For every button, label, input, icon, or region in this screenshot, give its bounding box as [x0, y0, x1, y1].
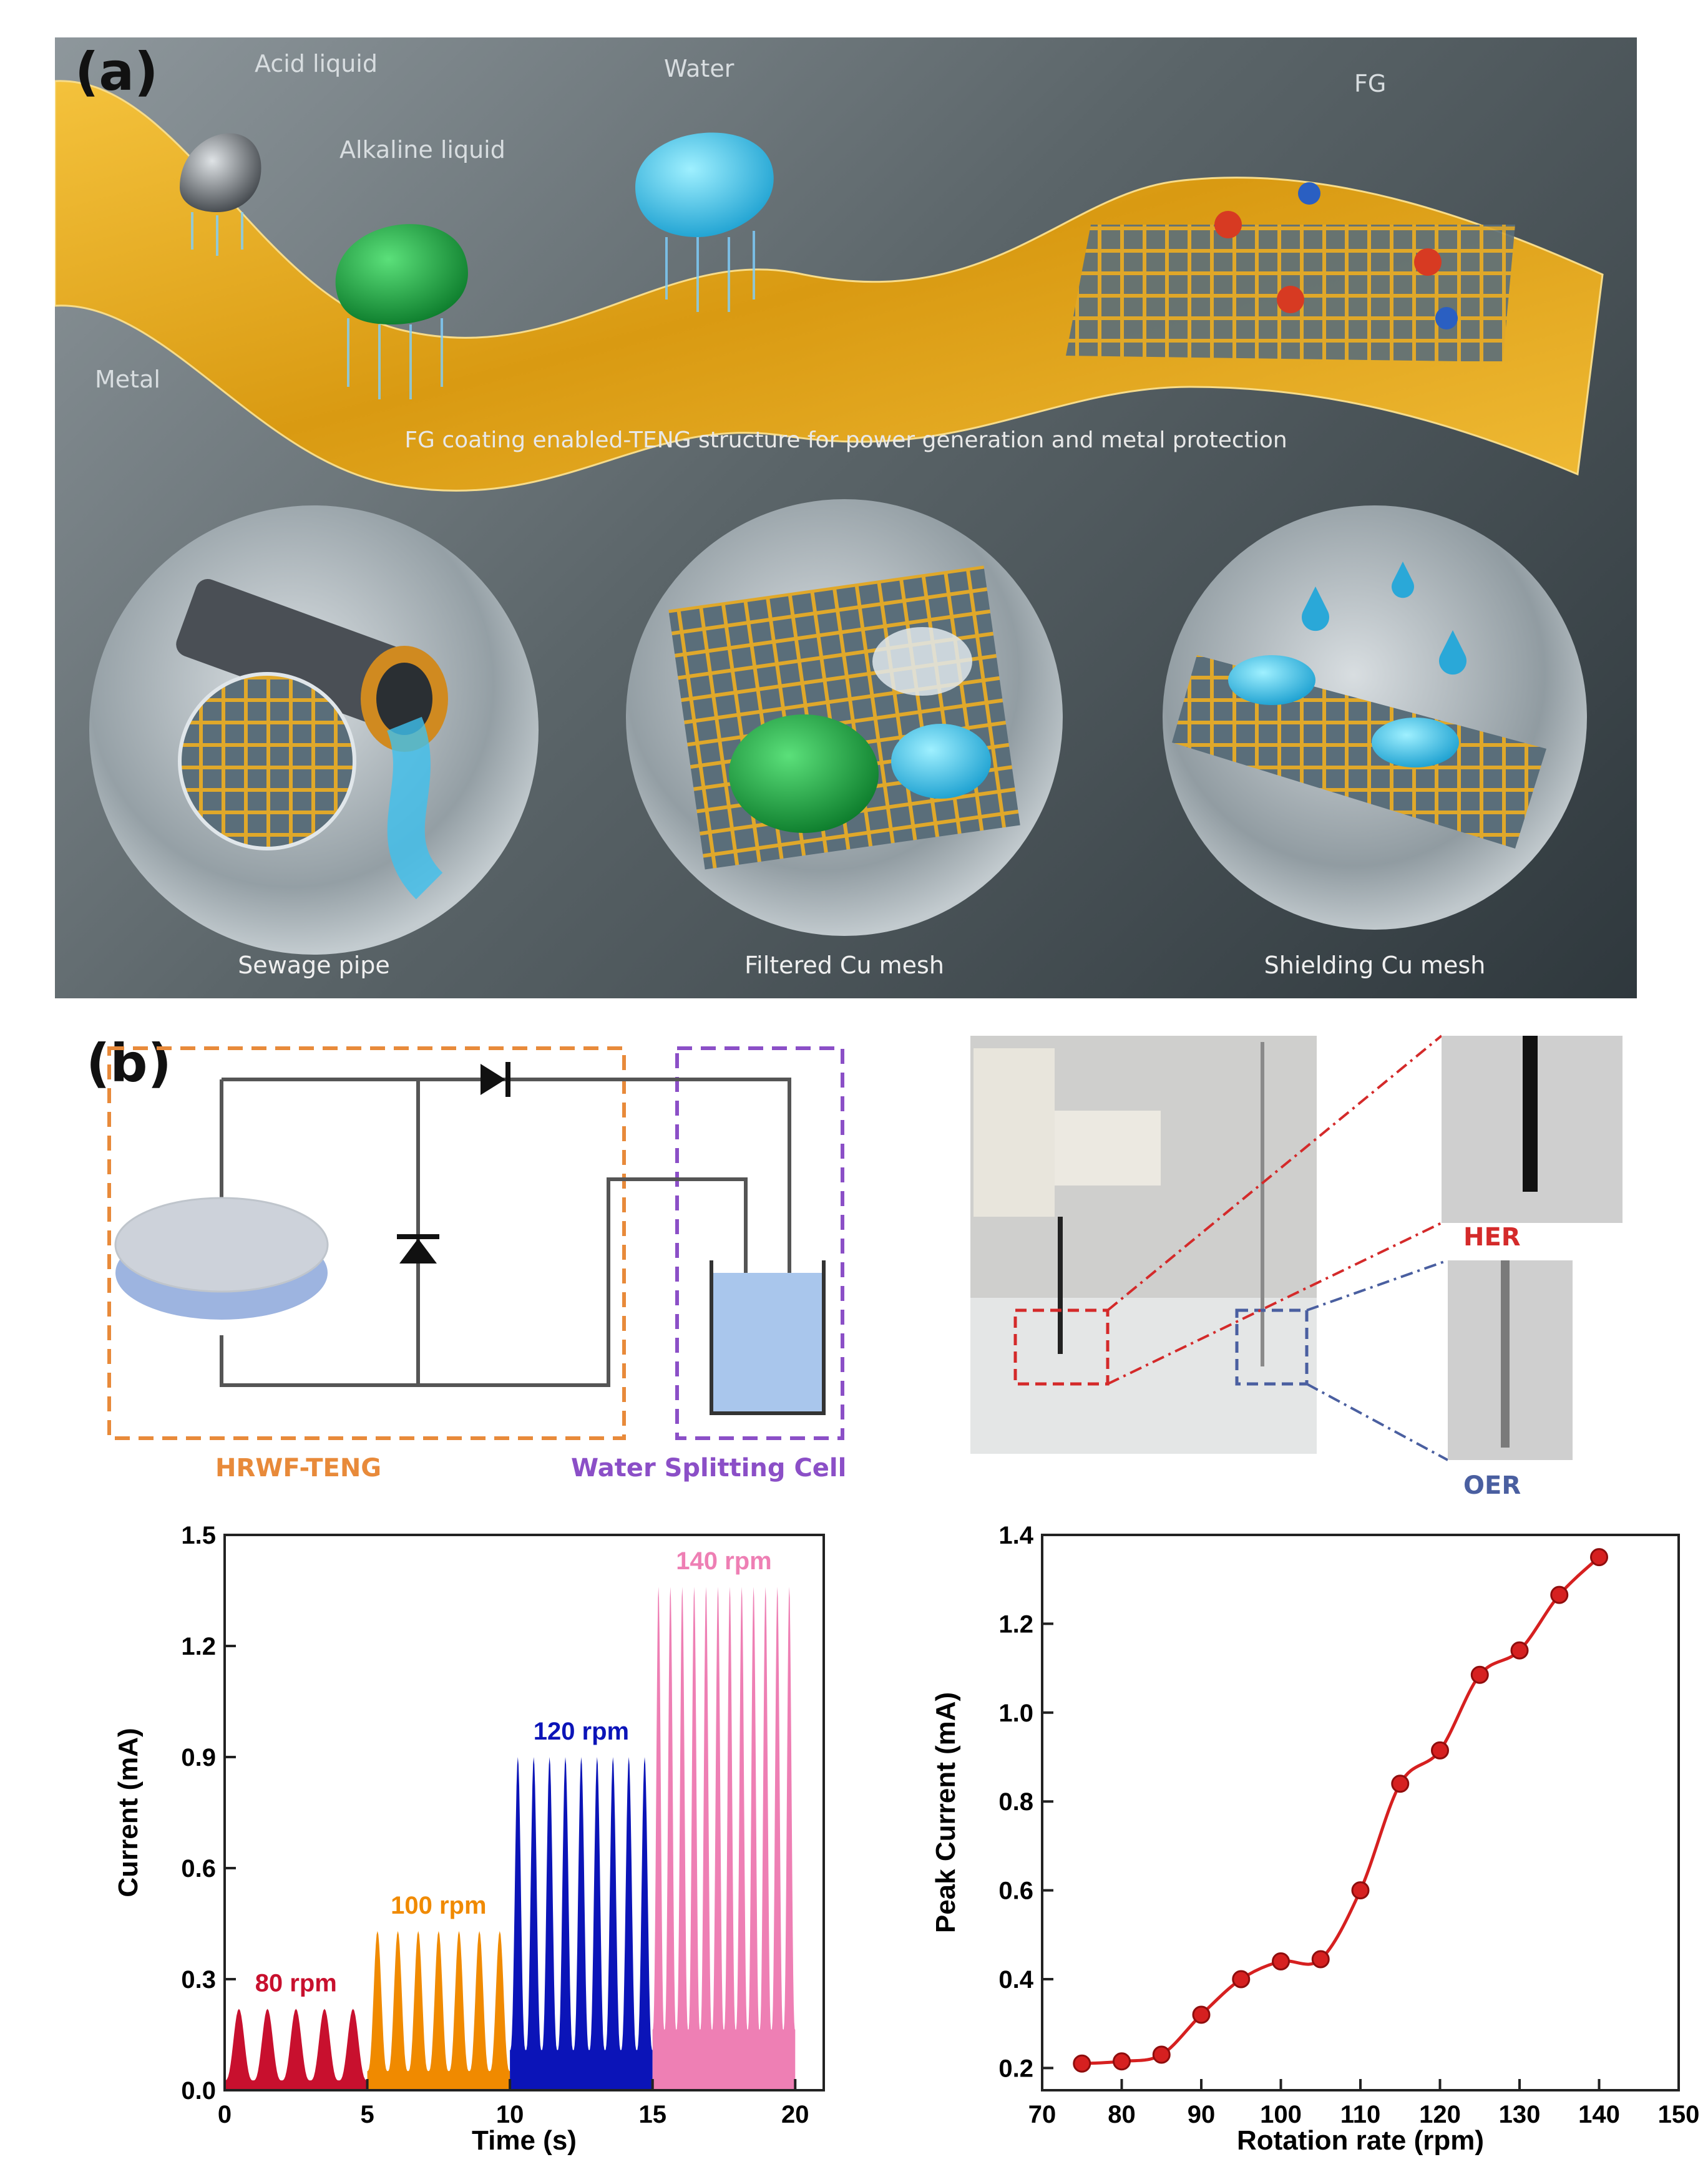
chart2-xtick-label: 150 — [1658, 2101, 1700, 2128]
metal-sheet — [55, 80, 1604, 492]
current-area-100-rpm — [367, 1931, 510, 2090]
chart1-ytick-label: 1.5 — [181, 1522, 216, 1549]
chart2-xtick-label: 110 — [1340, 2101, 1381, 2128]
current-time-chart: 0.0 0.3 0.6 0.9 1.2 1.5 0 5 10 15 20 Time (s) Cur… — [113, 1522, 825, 2156]
peak-current-point — [1311, 1950, 1330, 1969]
chart1-xtick-label: 0 — [218, 2101, 232, 2128]
diode-top — [481, 1064, 505, 1095]
panel-a-label: (a) — [75, 41, 159, 102]
chart2-xtick-label: 70 — [1028, 2101, 1057, 2128]
chart1-ytick-label: 0.9 — [181, 1744, 216, 1771]
callout-alkaline-liquid: Alkaline liquid — [339, 136, 505, 163]
water-droplet — [635, 132, 774, 237]
peak-current-line — [1081, 1556, 1601, 2065]
panel-b-schematic — [107, 1035, 1623, 1461]
cell-dashed-box — [675, 1046, 844, 1440]
chart2-xtick-label: 140 — [1578, 2101, 1620, 2128]
peak-current-point — [1232, 1970, 1251, 1989]
current-area-80-rpm — [225, 2008, 368, 2090]
peak-current-point — [1192, 2005, 1211, 2024]
callout-water: Water — [664, 55, 734, 82]
chart2-ytick-label: 0.6 — [998, 1877, 1033, 1905]
beaker-solution — [711, 1273, 824, 1413]
series-label-140-rpm: 140 rpm — [676, 1547, 771, 1575]
panel-b-label: (b) — [86, 1033, 172, 1094]
peak-current-point — [1391, 1775, 1410, 1793]
current-area-120-rpm — [510, 1757, 653, 2090]
chart2-ytick-label: 0.4 — [998, 1966, 1033, 1994]
series-label-100-rpm: 100 rpm — [391, 1892, 486, 1919]
bubble-caption-filtered-mesh: Filtered Cu mesh — [744, 952, 944, 979]
circuit-wires — [220, 1078, 791, 1387]
chart1-ytick-label: 0.6 — [181, 1855, 216, 1882]
panel-a-illustration: (a) Acid liquid Alkaline liquid Water FG… — [55, 37, 1637, 998]
peak-current-point — [1550, 1585, 1569, 1604]
diode-middle — [399, 1239, 437, 1264]
panel-a-caption: FG coating enabled-TENG structure for po… — [404, 427, 1287, 453]
callout-fg: FG — [1354, 70, 1387, 97]
bubble-caption-sewage-pipe: Sewage pipe — [238, 952, 390, 979]
her-label: HER — [1463, 1223, 1521, 1252]
chart2-ytick-label: 1.2 — [998, 1610, 1033, 1638]
chart1-xtick-label: 10 — [496, 2101, 524, 2128]
chart1-ylabel: Current (mA) — [113, 1728, 144, 1897]
callout-acid-liquid: Acid liquid — [255, 50, 378, 77]
chart2-xtick-label: 130 — [1499, 2101, 1541, 2128]
chart1-ytick-label: 0.3 — [181, 1966, 216, 1994]
peak-current-point — [1470, 1665, 1489, 1684]
chart1-xtick-label: 5 — [360, 2101, 374, 2128]
chart2-ytick-label: 1.0 — [998, 1700, 1033, 1727]
chart2-ytick-label: 1.4 — [998, 1522, 1033, 1549]
peak-current-chart: 0.2 0.4 0.6 0.8 1.0 1.2 1.4 70 80 90 100 110 120 130… — [930, 1522, 1700, 2156]
series-label-80-rpm: 80 rpm — [255, 1969, 337, 1997]
peak-current-point — [1590, 1548, 1608, 1567]
teng-label: HRWF-TENG — [215, 1454, 382, 1483]
current-areas — [225, 1587, 796, 2090]
alkaline-droplet — [335, 224, 468, 324]
chart1-ytick-label: 0.0 — [181, 2077, 216, 2105]
peak-current-point — [1152, 2045, 1171, 2064]
chart1-xtick-label: 15 — [638, 2101, 666, 2128]
chart1-ytick-label: 1.2 — [181, 1633, 216, 1660]
chart1-xlabel: Time (s) — [472, 2125, 577, 2156]
peak-current-point — [1431, 1741, 1449, 1760]
callout-metal: Metal — [95, 366, 160, 393]
peak-current-point — [1351, 1881, 1370, 1900]
teng-disk-top — [114, 1197, 329, 1293]
electrode-photo — [970, 1035, 1623, 1461]
peak-current-point — [1272, 1952, 1290, 1971]
current-area-140-rpm — [652, 1587, 796, 2090]
oer-label: OER — [1463, 1471, 1521, 1500]
bubble-caption-shielding-mesh: Shielding Cu mesh — [1264, 952, 1486, 979]
chart2-ytick-label: 0.8 — [998, 1788, 1033, 1816]
chart2-xtick-label: 120 — [1419, 2101, 1461, 2128]
chart2-xtick-label: 100 — [1260, 2101, 1302, 2128]
peak-current-point — [1073, 2054, 1091, 2073]
cell-label: Water Splitting Cell — [571, 1454, 847, 1483]
acid-droplet — [180, 133, 261, 212]
chart2-xlabel: Rotation rate (rpm) — [1237, 2125, 1484, 2156]
chart2-ytick-label: 0.2 — [998, 2055, 1033, 2082]
chart2-xtick-label: 90 — [1188, 2101, 1216, 2128]
beaker — [710, 1260, 826, 1415]
chart1-frame — [223, 1534, 825, 2091]
panel-a-artwork — [55, 80, 1604, 955]
chart1-xtick-label: 20 — [781, 2101, 809, 2128]
peak-current-point — [1113, 2052, 1131, 2071]
series-label-120-rpm: 120 rpm — [534, 1718, 629, 1745]
chart2-ylabel: Peak Current (mA) — [930, 1692, 961, 1933]
teng-dashed-box — [107, 1046, 626, 1440]
chart2-xtick-label: 80 — [1108, 2101, 1136, 2128]
peak-current-point — [1510, 1641, 1529, 1660]
chart2-frame — [1041, 1534, 1680, 2091]
